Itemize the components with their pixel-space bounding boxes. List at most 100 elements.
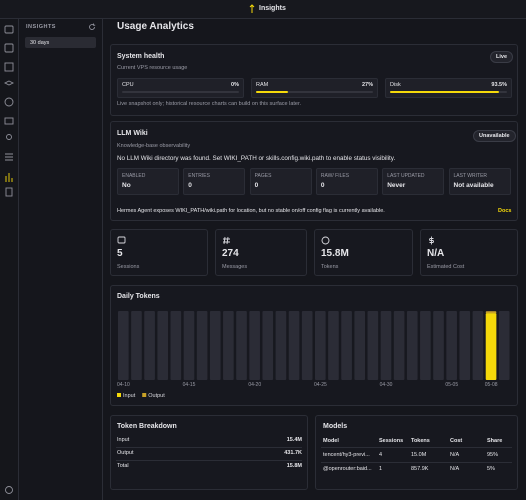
stat-icon (427, 236, 436, 247)
token-breakdown-card (110, 415, 308, 490)
row-separator (116, 460, 302, 461)
bar-track (393, 311, 405, 380)
column-header: Tokens (411, 438, 430, 444)
bar-track (262, 311, 274, 380)
stat-icon (321, 236, 330, 247)
stat-card (215, 229, 307, 276)
bar-track (249, 311, 260, 380)
nav-insights[interactable] (5, 173, 13, 182)
card-subtitle: Knowledge-base observability (117, 143, 191, 149)
sidebar-heading: INSIGHTS (26, 24, 56, 30)
breakdown-label: Output (117, 450, 134, 456)
bar-track (472, 311, 484, 380)
model-cell: 1 (379, 466, 383, 472)
model-cell: N/A (450, 466, 460, 472)
bar-track (170, 311, 182, 380)
nav-layers[interactable] (3, 80, 15, 86)
sidebar-item[interactable] (25, 37, 96, 48)
metric-bar (390, 91, 500, 93)
wiki-stat-box (382, 168, 445, 195)
bar-track (236, 311, 247, 380)
stat-card (110, 229, 208, 276)
legend-label: Input (123, 393, 136, 399)
bar-track (367, 311, 379, 380)
card-subtitle: Current VPS resource usage (117, 65, 188, 71)
metric-name: RAM (256, 82, 269, 88)
metric-track (122, 91, 239, 93)
nav-grid[interactable] (4, 62, 14, 72)
bar-track (131, 311, 142, 380)
top-title: Insights (259, 5, 286, 12)
nav-calendar[interactable] (4, 43, 14, 53)
bar-track (341, 311, 352, 380)
bar-track (288, 311, 300, 380)
row-separator (321, 447, 512, 448)
bar-track (223, 311, 234, 380)
bar-track (275, 311, 287, 380)
nav-list[interactable] (5, 153, 13, 161)
nav-folder[interactable] (4, 117, 14, 125)
wiki-message: No LLM Wiki directory was found. Set WIK… (117, 155, 396, 162)
stat-label: Tokens (321, 264, 339, 270)
stat-card (314, 229, 413, 276)
wiki-stat-value: Not available (453, 182, 494, 189)
nav-doc[interactable] (5, 187, 13, 197)
model-cell: 15.0M (411, 452, 427, 458)
model-cell: tencent/hy3-previ... (323, 452, 370, 458)
bar-track (420, 311, 431, 380)
x-tick-label: 05-05 (445, 382, 458, 388)
metric-box (385, 78, 512, 98)
wiki-stat-value: Never (387, 182, 406, 189)
breakdown-label: Input (117, 437, 130, 443)
bar-track (301, 311, 313, 380)
refresh-icon[interactable] (88, 23, 96, 31)
docs-link[interactable]: Docs (498, 208, 512, 214)
x-tick-label: 04-20 (248, 382, 261, 388)
bar-track (459, 311, 471, 380)
sidebar-item-label[interactable]: 30 days (30, 40, 50, 46)
stat-label: Estimated Cost (427, 264, 465, 270)
stat-label: Sessions (117, 264, 140, 270)
x-tick-label: 04-25 (314, 382, 327, 388)
breakdown-value: 431.7K (284, 450, 302, 456)
metric-box (251, 78, 378, 98)
nav-icons (3, 25, 15, 494)
metric-value: 0% (231, 82, 239, 88)
wiki-stat-label: ENTRIES (188, 173, 210, 179)
card-note: Hermes Agent exposes WIKI_PATH/wiki.path… (117, 208, 385, 214)
stat-value: 274 (222, 248, 239, 259)
bar-track (118, 311, 129, 380)
card-title: System health (117, 53, 165, 60)
wiki-stat-value: No (122, 182, 131, 189)
stat-icon (117, 236, 126, 247)
stat-card (420, 229, 518, 276)
metric-value: 27% (361, 82, 373, 88)
model-cell: @openrouter:baid... (323, 466, 372, 472)
legend-label: Output (148, 393, 165, 399)
wiki-stat-label: RAW/ FILES (320, 173, 350, 179)
nav-chat[interactable] (4, 25, 14, 34)
column-header: Share (487, 438, 503, 444)
nav-globe[interactable] (4, 97, 14, 107)
wiki-stat-value: 0 (188, 182, 192, 189)
nav-user[interactable] (6, 134, 12, 140)
bar-track (183, 311, 195, 380)
nav-settings[interactable] (5, 486, 13, 494)
metric-bar (256, 91, 288, 93)
metric-box (117, 78, 244, 98)
metric-name: Disk (390, 82, 401, 88)
metric-name: CPU (122, 82, 134, 88)
badge: Live (490, 51, 514, 63)
bar-track (354, 311, 366, 380)
column-header: Sessions (379, 438, 404, 444)
bar-track (315, 311, 326, 380)
stat-value: 5 (117, 248, 123, 259)
bar-track (433, 311, 444, 380)
breakdown-value: 15.8M (286, 463, 302, 469)
stat-value: 15.8M (321, 248, 349, 259)
card-title: Models (323, 423, 348, 430)
wiki-stat-box (249, 168, 312, 195)
row-separator (116, 447, 302, 448)
row-separator (321, 462, 512, 463)
page-title: Usage Analytics (117, 21, 194, 32)
